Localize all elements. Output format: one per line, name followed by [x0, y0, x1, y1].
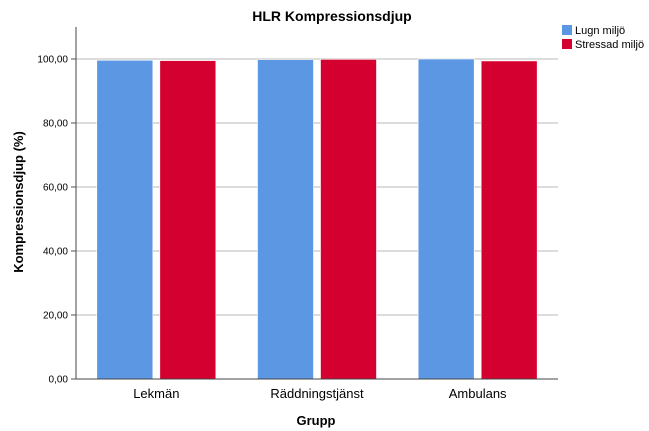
axes: [75, 27, 558, 380]
legend-swatch-1: [562, 39, 572, 49]
bar-lugn-1: [257, 59, 314, 380]
bar-stressad-0: [159, 60, 217, 380]
y-tick-labels: 0,00 20,00 40,00 60,00 80,00 100,00: [37, 55, 76, 386]
chart-title: HLR Kompressionsdjup: [252, 8, 411, 24]
legend: Lugn miljö Stressad miljö: [562, 25, 644, 51]
bar-stressad-1: [320, 59, 377, 380]
y-tick-label: 80,00: [43, 119, 68, 130]
y-tick-label: 60,00: [43, 183, 68, 194]
legend-label-0: Lugn miljö: [575, 25, 625, 37]
x-tick-labels: Lekmän Räddningstjänst Ambulans: [133, 386, 507, 401]
x-tick-label: Ambulans: [449, 386, 507, 401]
bar-lugn-2: [417, 58, 475, 380]
y-tick-label: 40,00: [43, 247, 68, 258]
bar-lugn-0: [96, 59, 154, 380]
y-axis-title: Kompressionsdjup (%): [11, 131, 26, 273]
x-tick-label: Lekmän: [133, 386, 179, 401]
y-tick-label: 100,00: [37, 55, 68, 66]
legend-swatch-0: [562, 25, 572, 35]
bars: [96, 58, 538, 380]
x-tick-label: Räddningstjänst: [270, 386, 364, 401]
y-tick-label: 20,00: [43, 311, 68, 322]
x-axis-title: Grupp: [297, 413, 336, 428]
grid-lines: [76, 58, 558, 316]
bar-stressad-2: [480, 60, 538, 380]
legend-label-1: Stressad miljö: [575, 39, 644, 51]
y-tick-label: 0,00: [49, 375, 69, 386]
